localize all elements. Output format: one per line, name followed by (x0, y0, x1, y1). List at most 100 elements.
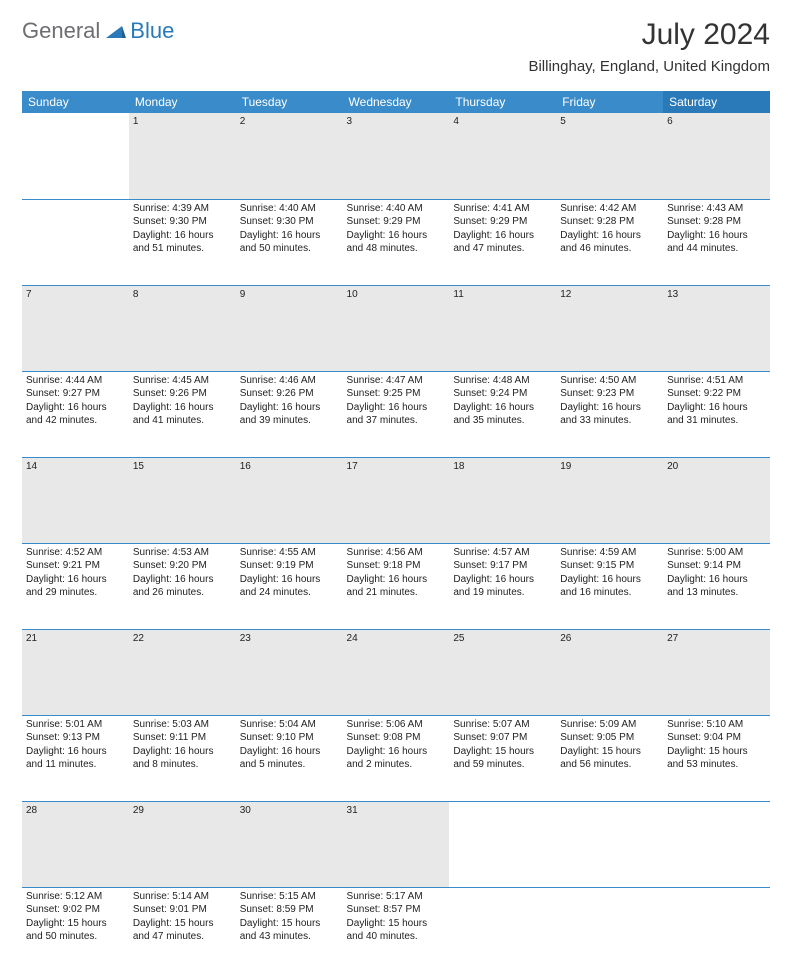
sunrise-text: Sunrise: 5:10 AM (667, 718, 766, 732)
day-cell: Sunrise: 4:48 AMSunset: 9:24 PMDaylight:… (449, 371, 556, 457)
sunrise-text: Sunrise: 5:09 AM (560, 718, 659, 732)
logo-triangle-icon (106, 18, 126, 44)
daylight-text: Daylight: 15 hours and 43 minutes. (240, 917, 339, 944)
daynum-row: 28293031 (22, 801, 770, 887)
sunset-text: Sunset: 9:10 PM (240, 731, 339, 745)
daylight-text: Daylight: 16 hours and 8 minutes. (133, 745, 232, 772)
day-number: 3 (343, 113, 450, 199)
weekday-header: Tuesday (236, 91, 343, 113)
day-number (556, 801, 663, 887)
day-cell: Sunrise: 4:59 AMSunset: 9:15 PMDaylight:… (556, 543, 663, 629)
day-number: 27 (663, 629, 770, 715)
sunset-text: Sunset: 9:23 PM (560, 387, 659, 401)
daylight-text: Daylight: 16 hours and 26 minutes. (133, 573, 232, 600)
weekday-header: Monday (129, 91, 236, 113)
daylight-text: Daylight: 16 hours and 21 minutes. (347, 573, 446, 600)
sunset-text: Sunset: 9:22 PM (667, 387, 766, 401)
sunset-text: Sunset: 9:26 PM (240, 387, 339, 401)
sunrise-text: Sunrise: 4:42 AM (560, 202, 659, 216)
sunrise-text: Sunrise: 4:48 AM (453, 374, 552, 388)
sunset-text: Sunset: 9:29 PM (453, 215, 552, 229)
daylight-text: Daylight: 16 hours and 50 minutes. (240, 229, 339, 256)
day-cell: Sunrise: 5:15 AMSunset: 8:59 PMDaylight:… (236, 887, 343, 973)
sunset-text: Sunset: 9:01 PM (133, 903, 232, 917)
day-number: 9 (236, 285, 343, 371)
day-number: 21 (22, 629, 129, 715)
sunset-text: Sunset: 9:02 PM (26, 903, 125, 917)
month-title: July 2024 (528, 18, 770, 52)
sunset-text: Sunset: 9:20 PM (133, 559, 232, 573)
sunrise-text: Sunrise: 4:59 AM (560, 546, 659, 560)
weekday-header: Sunday (22, 91, 129, 113)
day-number: 18 (449, 457, 556, 543)
weekday-header-row: Sunday Monday Tuesday Wednesday Thursday… (22, 91, 770, 113)
sunrise-text: Sunrise: 4:47 AM (347, 374, 446, 388)
sunset-text: Sunset: 9:11 PM (133, 731, 232, 745)
sunrise-text: Sunrise: 4:40 AM (240, 202, 339, 216)
daylight-text: Daylight: 16 hours and 5 minutes. (240, 745, 339, 772)
daylight-text: Daylight: 16 hours and 48 minutes. (347, 229, 446, 256)
detail-row: Sunrise: 4:52 AMSunset: 9:21 PMDaylight:… (22, 543, 770, 629)
sunrise-text: Sunrise: 5:12 AM (26, 890, 125, 904)
sunrise-text: Sunrise: 4:50 AM (560, 374, 659, 388)
day-cell: Sunrise: 5:14 AMSunset: 9:01 PMDaylight:… (129, 887, 236, 973)
daylight-text: Daylight: 16 hours and 24 minutes. (240, 573, 339, 600)
daylight-text: Daylight: 16 hours and 13 minutes. (667, 573, 766, 600)
sunrise-text: Sunrise: 4:40 AM (347, 202, 446, 216)
day-cell: Sunrise: 4:40 AMSunset: 9:30 PMDaylight:… (236, 199, 343, 285)
sunset-text: Sunset: 9:05 PM (560, 731, 659, 745)
brand-part2: Blue (130, 18, 174, 44)
day-number: 29 (129, 801, 236, 887)
sunset-text: Sunset: 9:28 PM (560, 215, 659, 229)
sunrise-text: Sunrise: 5:06 AM (347, 718, 446, 732)
sunset-text: Sunset: 9:29 PM (347, 215, 446, 229)
sunrise-text: Sunrise: 5:04 AM (240, 718, 339, 732)
daynum-row: 123456 (22, 113, 770, 199)
sunrise-text: Sunrise: 4:56 AM (347, 546, 446, 560)
daylight-text: Daylight: 16 hours and 19 minutes. (453, 573, 552, 600)
sunset-text: Sunset: 9:25 PM (347, 387, 446, 401)
sunset-text: Sunset: 9:30 PM (240, 215, 339, 229)
daylight-text: Daylight: 16 hours and 16 minutes. (560, 573, 659, 600)
day-cell: Sunrise: 4:47 AMSunset: 9:25 PMDaylight:… (343, 371, 450, 457)
sunset-text: Sunset: 8:57 PM (347, 903, 446, 917)
day-cell: Sunrise: 5:04 AMSunset: 9:10 PMDaylight:… (236, 715, 343, 801)
sunrise-text: Sunrise: 5:03 AM (133, 718, 232, 732)
sunset-text: Sunset: 9:04 PM (667, 731, 766, 745)
day-number: 28 (22, 801, 129, 887)
day-number: 5 (556, 113, 663, 199)
day-number: 13 (663, 285, 770, 371)
day-cell: Sunrise: 4:50 AMSunset: 9:23 PMDaylight:… (556, 371, 663, 457)
day-cell: Sunrise: 5:09 AMSunset: 9:05 PMDaylight:… (556, 715, 663, 801)
detail-row: Sunrise: 5:01 AMSunset: 9:13 PMDaylight:… (22, 715, 770, 801)
sunset-text: Sunset: 9:08 PM (347, 731, 446, 745)
day-cell: Sunrise: 4:57 AMSunset: 9:17 PMDaylight:… (449, 543, 556, 629)
detail-row: Sunrise: 5:12 AMSunset: 9:02 PM Daylight:… (22, 887, 770, 973)
sunrise-text: Sunrise: 5:07 AM (453, 718, 552, 732)
daylight-text: Daylight: 15 hours and 53 minutes. (667, 745, 766, 772)
sunrise-text: Sunrise: 5:14 AM (133, 890, 232, 904)
daylight-text: Daylight: 15 hours and 47 minutes. (133, 917, 232, 944)
day-number: 23 (236, 629, 343, 715)
day-number: 22 (129, 629, 236, 715)
sunrise-text: Sunrise: 4:55 AM (240, 546, 339, 560)
day-number: 25 (449, 629, 556, 715)
day-number: 12 (556, 285, 663, 371)
day-number: 7 (22, 285, 129, 371)
day-cell: Sunrise: 4:39 AMSunset: 9:30 PMDaylight:… (129, 199, 236, 285)
day-cell: Sunrise: 4:55 AMSunset: 9:19 PMDaylight:… (236, 543, 343, 629)
sunrise-text: Sunrise: 5:15 AM (240, 890, 339, 904)
daylight-text: Daylight: 16 hours and 11 minutes. (26, 745, 125, 772)
sunrise-text: Sunrise: 4:44 AM (26, 374, 125, 388)
daylight-text: Daylight: 16 hours and 44 minutes. (667, 229, 766, 256)
day-cell: Sunrise: 4:46 AMSunset: 9:26 PMDaylight:… (236, 371, 343, 457)
sunset-text: Sunset: 9:26 PM (133, 387, 232, 401)
day-number (22, 113, 129, 199)
day-cell: Sunrise: 4:53 AMSunset: 9:20 PMDaylight:… (129, 543, 236, 629)
title-block: July 2024 Billinghay, England, United Ki… (528, 18, 770, 75)
day-cell: Sunrise: 5:17 AMSunset: 8:57 PMDaylight:… (343, 887, 450, 973)
sunset-text: Sunset: 9:17 PM (453, 559, 552, 573)
daylight-text: Daylight: 16 hours and 35 minutes. (453, 401, 552, 428)
day-cell: Sunrise: 5:10 AMSunset: 9:04 PMDaylight:… (663, 715, 770, 801)
day-cell: Sunrise: 4:44 AMSunset: 9:27 PMDaylight:… (22, 371, 129, 457)
